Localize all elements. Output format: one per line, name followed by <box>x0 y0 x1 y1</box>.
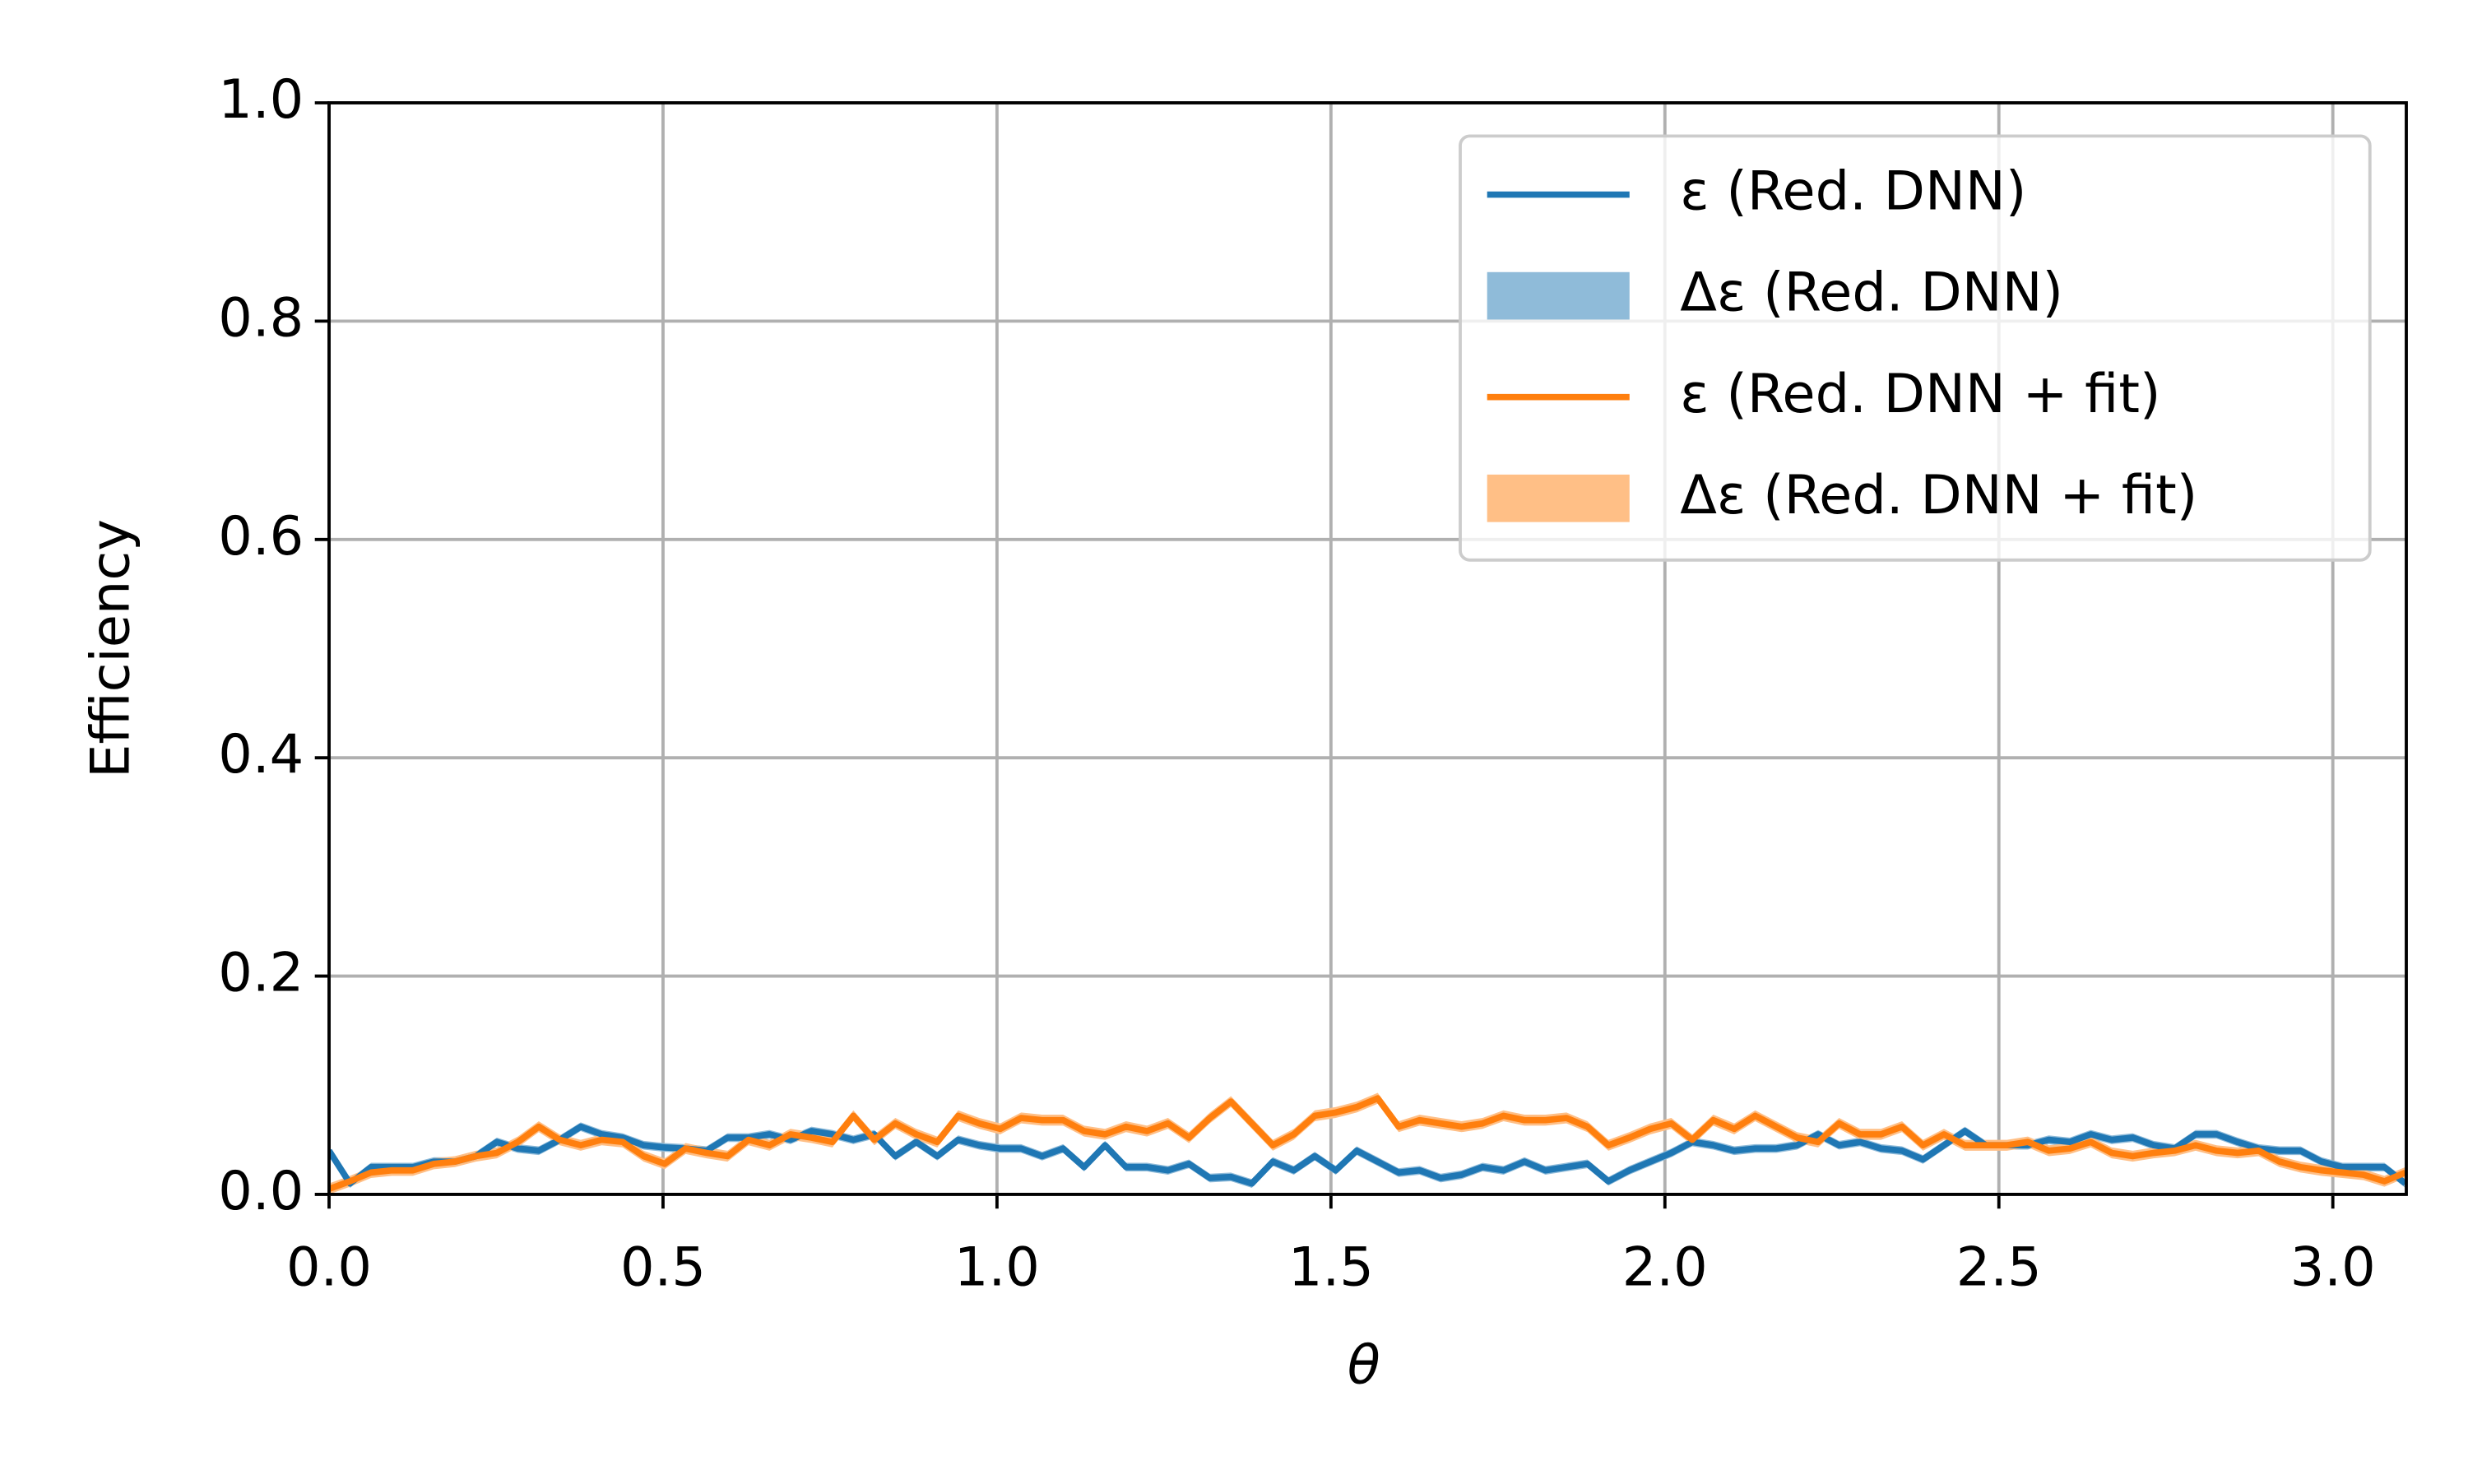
y-tick-label: 0.4 <box>218 723 304 786</box>
x-tick-label: 0.0 <box>286 1236 372 1298</box>
y-tick-label: 0.0 <box>218 1160 304 1222</box>
y-tick-label: 0.2 <box>218 942 304 1004</box>
legend-label: Δε (Red. DNN + fit) <box>1680 464 2197 526</box>
x-tick-label: 0.5 <box>620 1236 706 1298</box>
y-axis-label: Efficiency <box>80 519 142 778</box>
plot-frame <box>327 101 2408 1196</box>
legend-patch <box>1487 271 1630 320</box>
legend-patch <box>1487 474 1630 522</box>
line <box>329 1095 2406 1192</box>
legend-label: Δε (Red. DNN) <box>1680 262 2063 324</box>
legend-label: ε (Red. DNN + fit) <box>1680 363 2160 425</box>
legend-box <box>1459 134 2372 562</box>
y-tick-label: 0.8 <box>218 286 304 349</box>
line <box>329 1123 2406 1187</box>
y-tick-label: 0.6 <box>218 505 304 568</box>
x-tick-label: 2.5 <box>1956 1236 2042 1298</box>
x-tick-label: 3.0 <box>2290 1236 2376 1298</box>
legend-label: ε (Red. DNN) <box>1680 160 2026 223</box>
x-axis-label: θ <box>1348 1334 1380 1397</box>
x-tick-label: 1.5 <box>1288 1236 1374 1298</box>
x-tick-label: 2.0 <box>1622 1236 1708 1298</box>
y-tick-label: 1.0 <box>218 68 304 131</box>
x-tick-label: 1.0 <box>954 1236 1040 1298</box>
